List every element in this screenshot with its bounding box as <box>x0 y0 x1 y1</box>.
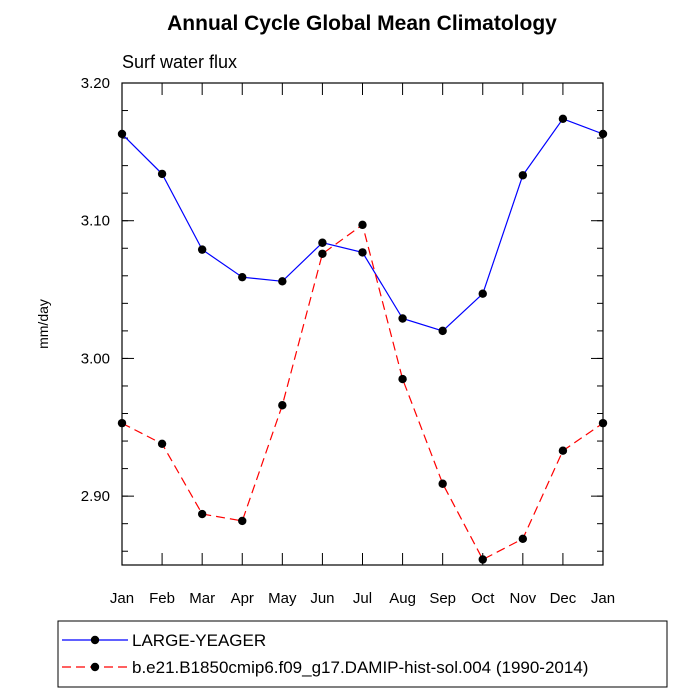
y-axis-label: mm/day <box>35 299 51 349</box>
series-layer <box>117 114 608 564</box>
legend: LARGE-YEAGER b.e21.B1850cmip6.f09_g17.DAM… <box>57 620 668 688</box>
series-2-point <box>358 220 367 230</box>
series-1-point <box>478 289 487 298</box>
x-axis-ticks: Jan Feb Mar Apr May Jun Jul Aug Sep Oct Nov Dec Jan <box>110 83 615 607</box>
legend-label: b.e21.B1850cmip6.f09_g17.DAMIP-hist-sol.… <box>132 658 588 677</box>
x-tick-label: Oct <box>471 590 495 607</box>
series-2-point <box>318 249 327 258</box>
series-1-point <box>558 114 568 124</box>
series-2-point <box>157 439 167 449</box>
series-1-point <box>197 245 207 254</box>
series-1-point <box>398 314 407 323</box>
series-2-point <box>117 418 127 428</box>
series-2-point <box>438 479 447 488</box>
x-tick-label: Jan <box>110 590 134 607</box>
series-1-point <box>358 248 367 257</box>
series-2-point <box>558 446 568 455</box>
series-2-point <box>238 516 247 526</box>
chart-subtitle: Surf water flux <box>122 52 237 72</box>
plot-border <box>121 82 604 566</box>
x-tick-label: Jan <box>591 590 615 607</box>
y-tick-label: 3.20 <box>81 75 110 92</box>
y-tick-label: 2.90 <box>81 488 110 505</box>
series-1-point <box>117 129 127 139</box>
series-1-point <box>318 238 327 247</box>
series-1-point <box>598 129 608 139</box>
series-2-line <box>121 223 604 561</box>
y-tick-label: 3.00 <box>81 350 110 367</box>
x-tick-label: Jun <box>310 590 334 607</box>
legend-swatch-marker <box>90 635 100 645</box>
x-tick-label: Nov <box>509 590 536 607</box>
series-2-point <box>518 534 528 544</box>
x-tick-label: Apr <box>231 590 254 607</box>
x-tick-label: May <box>268 590 297 607</box>
series-2-point <box>398 374 407 384</box>
x-tick-label: Dec <box>550 590 577 607</box>
series-2-point <box>197 509 207 519</box>
legend-label: LARGE-YEAGER <box>132 631 266 650</box>
legend-swatch-marker <box>90 662 100 672</box>
chart-title: Annual Cycle Global Mean Climatology <box>167 12 557 35</box>
series-1-point <box>278 277 287 286</box>
series-1-point <box>238 272 247 282</box>
series-2-point <box>478 555 487 564</box>
series-1-point <box>518 171 528 180</box>
y-axis-ticks: 2.90 3.00 3.10 3.20 <box>81 75 603 552</box>
x-tick-label: Sep <box>429 590 456 607</box>
legend-box <box>57 620 668 688</box>
x-tick-label: Aug <box>389 590 416 607</box>
series-1-point <box>438 326 447 336</box>
plot-frame <box>121 82 604 566</box>
series-2-point <box>598 418 608 428</box>
series-1-point <box>157 169 167 179</box>
series-2-point <box>278 401 287 410</box>
y-tick-label: 3.10 <box>81 213 110 230</box>
x-tick-label: Feb <box>149 590 175 607</box>
x-tick-label: Mar <box>189 590 215 607</box>
x-tick-label: Jul <box>353 590 372 607</box>
